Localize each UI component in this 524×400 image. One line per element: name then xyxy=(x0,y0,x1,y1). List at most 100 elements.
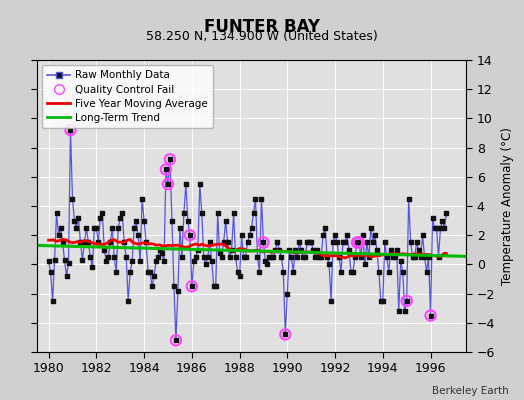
Point xyxy=(287,254,296,260)
Point xyxy=(265,254,274,260)
Point xyxy=(67,127,75,133)
Point xyxy=(373,246,381,253)
Point xyxy=(164,181,172,187)
Point xyxy=(130,225,138,231)
Point xyxy=(297,246,305,253)
Point xyxy=(261,258,270,265)
Point xyxy=(212,283,220,290)
Point xyxy=(230,210,238,216)
Point xyxy=(402,298,411,304)
Point xyxy=(78,257,86,263)
Text: 58.250 N, 134.900 W (United States): 58.250 N, 134.900 W (United States) xyxy=(146,30,378,43)
Point xyxy=(100,246,108,253)
Point xyxy=(409,254,417,260)
Point xyxy=(417,254,425,260)
Point xyxy=(407,239,415,246)
Point xyxy=(333,239,341,246)
Point xyxy=(303,239,311,246)
Point xyxy=(295,239,303,246)
Point xyxy=(436,225,445,231)
Point xyxy=(395,308,403,314)
Point xyxy=(247,225,256,231)
Point xyxy=(418,232,427,238)
Point xyxy=(58,239,67,246)
Point xyxy=(164,181,172,187)
Point xyxy=(126,268,134,275)
Point xyxy=(98,210,106,216)
Point xyxy=(156,246,164,253)
Point xyxy=(305,239,313,246)
Point xyxy=(136,258,144,265)
Point xyxy=(220,239,228,246)
Point xyxy=(253,254,261,260)
Point xyxy=(152,258,160,265)
Point xyxy=(275,246,283,253)
Legend: Raw Monthly Data, Quality Control Fail, Five Year Moving Average, Long-Term Tren: Raw Monthly Data, Quality Control Fail, … xyxy=(42,65,213,128)
Point xyxy=(112,268,121,275)
Point xyxy=(380,239,389,246)
Point xyxy=(174,288,182,294)
Point xyxy=(162,166,170,173)
Point xyxy=(405,196,413,202)
Point xyxy=(108,225,116,231)
Point xyxy=(311,254,319,260)
Point xyxy=(203,254,212,260)
Point xyxy=(281,331,290,338)
Point xyxy=(289,268,298,275)
Point xyxy=(267,254,276,260)
Point xyxy=(142,239,150,246)
Point xyxy=(94,239,103,246)
Point xyxy=(273,239,281,246)
Point xyxy=(323,254,331,260)
Point xyxy=(166,156,174,162)
Point xyxy=(434,254,443,260)
Point xyxy=(327,298,335,304)
Point xyxy=(45,258,53,265)
Point xyxy=(116,214,124,221)
Point xyxy=(90,225,99,231)
Point xyxy=(379,298,387,304)
Point xyxy=(271,246,280,253)
Point xyxy=(198,210,206,216)
Point xyxy=(263,261,271,268)
Point xyxy=(148,283,156,290)
Point xyxy=(82,225,91,231)
Point xyxy=(321,225,329,231)
Point xyxy=(279,268,288,275)
Point xyxy=(430,225,439,231)
Point xyxy=(118,210,126,216)
Point xyxy=(235,273,244,279)
Point xyxy=(309,246,318,253)
Point xyxy=(54,232,63,238)
Point xyxy=(343,232,351,238)
Point xyxy=(317,254,325,260)
Point xyxy=(245,232,254,238)
Point xyxy=(60,257,69,263)
Point xyxy=(353,239,361,246)
Point xyxy=(370,232,379,238)
Point xyxy=(124,298,133,304)
Point xyxy=(190,258,198,265)
Point xyxy=(144,268,152,275)
Point xyxy=(154,254,162,260)
Point xyxy=(424,254,433,260)
Point xyxy=(162,166,170,173)
Point xyxy=(375,268,383,275)
Point xyxy=(412,239,421,246)
Point xyxy=(172,337,180,344)
Point xyxy=(70,217,79,224)
Point xyxy=(188,283,196,290)
Point xyxy=(146,268,154,275)
Point xyxy=(410,254,419,260)
Point xyxy=(178,254,186,260)
Point xyxy=(120,239,128,246)
Point xyxy=(369,239,377,246)
Point xyxy=(365,254,373,260)
Point xyxy=(188,283,196,290)
Point xyxy=(390,254,399,260)
Point xyxy=(185,232,194,238)
Point xyxy=(339,239,347,246)
Point xyxy=(392,246,401,253)
Text: FUNTER BAY: FUNTER BAY xyxy=(204,18,320,36)
Point xyxy=(227,246,236,253)
